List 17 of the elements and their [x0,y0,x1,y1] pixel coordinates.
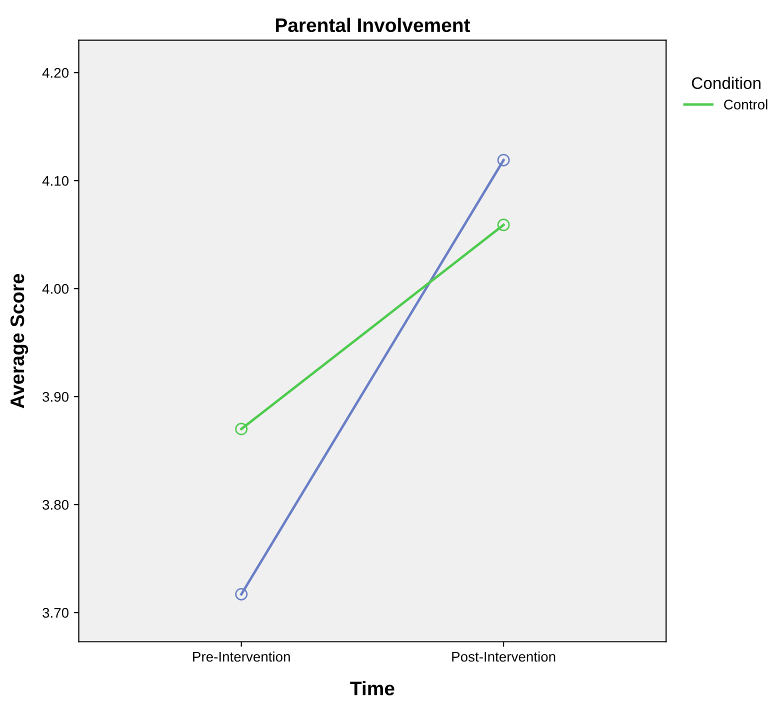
x-axis-title: Time [350,681,394,696]
y-tick-label: 3.80 [42,500,69,510]
y-axis-title: Average Score [10,274,28,408]
x-tick-label: Pre-Intervention [193,651,290,662]
y-tick-label: 4.20 [42,68,69,78]
legend-title: Condition [692,76,760,90]
y-tick-label: 4.10 [42,176,69,186]
y-tick-label: 3.70 [42,608,69,618]
y-tick-label: 4.00 [42,284,69,294]
point [235,422,248,436]
point [235,588,248,600]
chart-title: Parental Involvement [276,18,470,32]
y-tick-label: 3.90 [42,392,69,402]
legend-label: Control [724,99,768,110]
point [497,218,510,232]
point [497,154,510,166]
x-tick-label: Post-Intervention [452,651,556,662]
